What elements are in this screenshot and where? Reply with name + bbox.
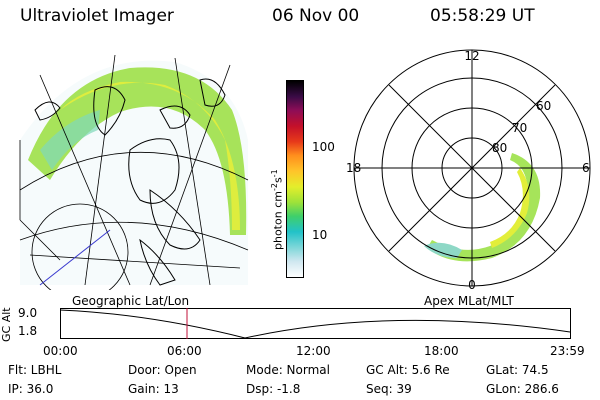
colorbar-unit-exp1: -2: [270, 183, 279, 192]
colorbar-unit-exp2: -1: [270, 169, 279, 178]
gain-info: Gain: 13: [128, 382, 179, 396]
timeline-left-title: Geographic Lat/Lon: [72, 294, 190, 308]
gc-alt-info: GC Alt: 5.6 Re: [366, 363, 450, 377]
colorbar-tick-10: 10: [312, 228, 328, 242]
seq-info: Seq: 39: [366, 382, 412, 396]
timeline-y-label-min: 1.8: [18, 324, 38, 338]
timeline-x-label-2359: 23:59: [550, 344, 585, 358]
aurora-core-geographic: [60, 81, 240, 231]
timeline-frame: [60, 308, 571, 339]
observation-time: 05:58:29 UT: [430, 6, 535, 26]
timeline-y-label-max: 9.0: [18, 306, 38, 320]
aurora-band-geographic: [28, 67, 247, 235]
observation-date: 06 Nov 00: [272, 6, 360, 26]
lat-lon-grid: [19, 54, 249, 286]
mode-info: Mode: Normal: [246, 363, 330, 377]
dsp-info: Dsp: -1.8: [246, 382, 301, 396]
ip-info: IP: 36.0: [8, 382, 54, 396]
terminator-line: [39, 229, 111, 286]
lat-label-70: 70: [512, 121, 527, 135]
timeline-axis-label: GC Alt: [0, 307, 13, 342]
glat-info: GLat: 74.5: [486, 363, 549, 377]
grid-line-bottom: [29, 254, 241, 269]
timeline-x-label-1200: 12:00: [296, 344, 331, 358]
altitude-timeline: [60, 308, 571, 339]
mlt-label-6: 6: [582, 161, 590, 175]
mlt-label-12: 12: [464, 49, 479, 63]
timeline-right-title: Apex MLat/MLT: [424, 294, 514, 308]
mlt-label-0: 0: [468, 278, 476, 291]
altitude-curve: [60, 309, 571, 339]
filter-info: Flt: LBHL: [8, 363, 62, 377]
colorbar: [286, 80, 304, 278]
timeline-x-label-0600: 06:00: [167, 344, 202, 358]
colorbar-unit-mid: s: [271, 177, 285, 184]
polar-grid: [353, 49, 591, 287]
colorbar-unit-text: photon cm: [271, 191, 285, 250]
geographic-map-panel: [19, 54, 249, 290]
apex-polar-plot: 12 18 6 0 60 70 80: [346, 49, 591, 291]
coastlines: [34, 78, 226, 286]
timeline-x-label-1800: 18:00: [424, 344, 459, 358]
glon-info: GLon: 286.6: [486, 382, 559, 396]
aurora-edge-geographic: [40, 110, 100, 170]
sub-satellite-circle: [31, 203, 129, 290]
colorbar-unit-label: photon cm-2s-1: [270, 169, 285, 250]
timeline-x-label-0000: 00:00: [43, 344, 78, 358]
instrument-title: Ultraviolet Imager: [20, 6, 174, 26]
lat-label-80: 80: [492, 141, 507, 155]
aurora-core-polar: [490, 168, 530, 248]
mlt-label-18: 18: [346, 161, 361, 175]
door-info: Door: Open: [128, 363, 197, 377]
colorbar-tick-100: 100: [312, 140, 335, 154]
lat-label-60: 60: [536, 99, 551, 113]
aurora-edge-polar: [424, 242, 462, 258]
colorbar-gradient: [287, 81, 303, 277]
